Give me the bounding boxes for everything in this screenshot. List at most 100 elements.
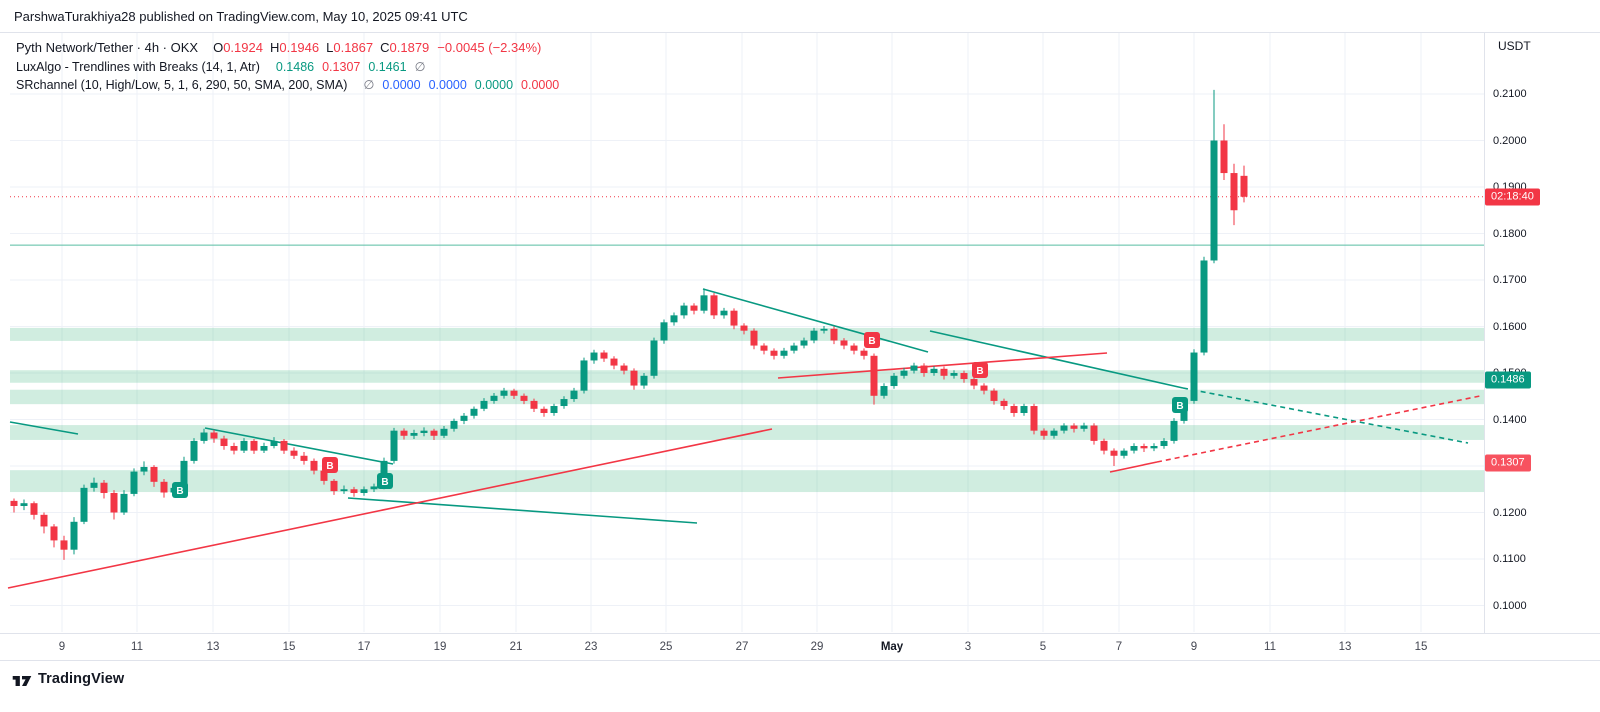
candle-body [750, 330, 758, 346]
trendline [702, 288, 929, 353]
candle-body [70, 521, 78, 550]
candle-body [1150, 446, 1158, 449]
break-label [322, 457, 338, 473]
candle-body [130, 471, 138, 494]
tradingview-logo-icon[interactable] [12, 672, 32, 695]
sr-zone [10, 370, 1484, 383]
candle-body [860, 350, 868, 356]
break-label-text: B [326, 461, 333, 472]
candle-body [1160, 440, 1168, 447]
candle-body [10, 500, 18, 506]
sr-zone [10, 470, 1484, 493]
candle-body [1240, 175, 1248, 197]
candle-body [220, 438, 228, 447]
candle-body [1200, 260, 1208, 353]
time-tick-label: 9 [58, 641, 66, 653]
time-axis[interactable]: 9 11 13 15 17 19 21 23 25 27 29 May 3 5 7 9 11 13 15 [0, 633, 1600, 660]
time-tick-label: 15 [1414, 641, 1428, 653]
candle-body [790, 345, 798, 351]
candle-body [810, 330, 818, 341]
candle-body [710, 295, 718, 316]
candle-body [140, 466, 148, 472]
time-tick-label: 27 [735, 641, 749, 653]
candle-body [400, 430, 408, 436]
break-label [172, 482, 188, 498]
candle-body [230, 446, 238, 451]
candle-body [210, 432, 218, 439]
countdown-label: 02:18:40 [1485, 188, 1540, 206]
candle-body [40, 514, 48, 527]
candle-body [720, 310, 728, 316]
candle-body [180, 460, 188, 488]
candle-body [290, 450, 298, 456]
trendline [1156, 395, 1481, 463]
candle-body [350, 489, 358, 493]
time-tick-label: 25 [659, 641, 673, 653]
price-tick-label: 0.1100 [1493, 553, 1526, 565]
candle-body [20, 503, 28, 506]
price-axis[interactable]: USDT 0.2100 0.2000 0.1900 0.1800 0.1700 0.160… [1484, 33, 1600, 633]
time-tick-label: 19 [433, 641, 447, 653]
candle-body [1010, 406, 1018, 413]
candle-body [1110, 450, 1118, 456]
candle-body [650, 340, 658, 376]
lower-trendline-price-label: 0.1307 [1485, 454, 1531, 472]
sr-zone [10, 389, 1484, 405]
trendline [1109, 461, 1158, 473]
candle-body [540, 408, 548, 413]
candle-body [680, 305, 688, 316]
break-label [377, 473, 393, 489]
break-label-text: B [176, 486, 183, 497]
candle-body [50, 526, 58, 541]
candle-body [800, 340, 808, 346]
footer: TradingView [0, 660, 1600, 712]
trendline [7, 428, 773, 589]
candle-body [550, 406, 558, 413]
candle-body [1230, 173, 1238, 211]
attribution-text: ParshwaTurakhiya28 published on TradingV… [14, 8, 468, 24]
candle-body [1190, 352, 1198, 401]
candle-body [690, 305, 698, 311]
candle-body [830, 328, 838, 341]
candle-body [490, 395, 498, 401]
candle-body [1100, 440, 1108, 451]
candle-body [240, 440, 248, 451]
tradingview-wordmark[interactable]: TradingView [38, 671, 125, 687]
price-tick-label: 0.2100 [1493, 88, 1527, 100]
candle-body [420, 430, 428, 433]
candle-body [120, 493, 128, 513]
break-label-text: B [868, 336, 875, 347]
candle-body [1120, 450, 1128, 456]
time-tick-label: 21 [509, 641, 523, 653]
candle-body [110, 492, 118, 513]
candle-body [730, 310, 738, 326]
trendline [9, 421, 79, 435]
break-label-text: B [976, 366, 983, 377]
candle-body [60, 540, 68, 550]
candle-body [530, 400, 538, 409]
candle-body [930, 368, 938, 373]
time-tick-label: 17 [357, 641, 371, 653]
candle-body [1170, 420, 1178, 441]
upper-trendline-price-label: 0.1486 [1485, 371, 1531, 388]
candle-body [160, 481, 168, 493]
break-label-text: B [1176, 401, 1183, 412]
candle-body [990, 390, 998, 401]
candle-body [480, 400, 488, 409]
candle-body [1080, 425, 1088, 429]
time-tick-label: 5 [1039, 641, 1047, 653]
candle-body [1130, 446, 1138, 451]
candle-body [850, 345, 858, 351]
candle-body [920, 365, 928, 373]
candle-body [250, 440, 258, 451]
candle-body [630, 370, 638, 386]
currency-label: USDT [1498, 39, 1531, 53]
candle-body [780, 350, 788, 356]
candle-body [340, 489, 348, 492]
candle-body [940, 368, 948, 376]
candle-body [370, 486, 378, 490]
candle-body [880, 386, 888, 396]
candle-body [450, 420, 458, 429]
time-tick-label: 11 [1264, 641, 1276, 653]
